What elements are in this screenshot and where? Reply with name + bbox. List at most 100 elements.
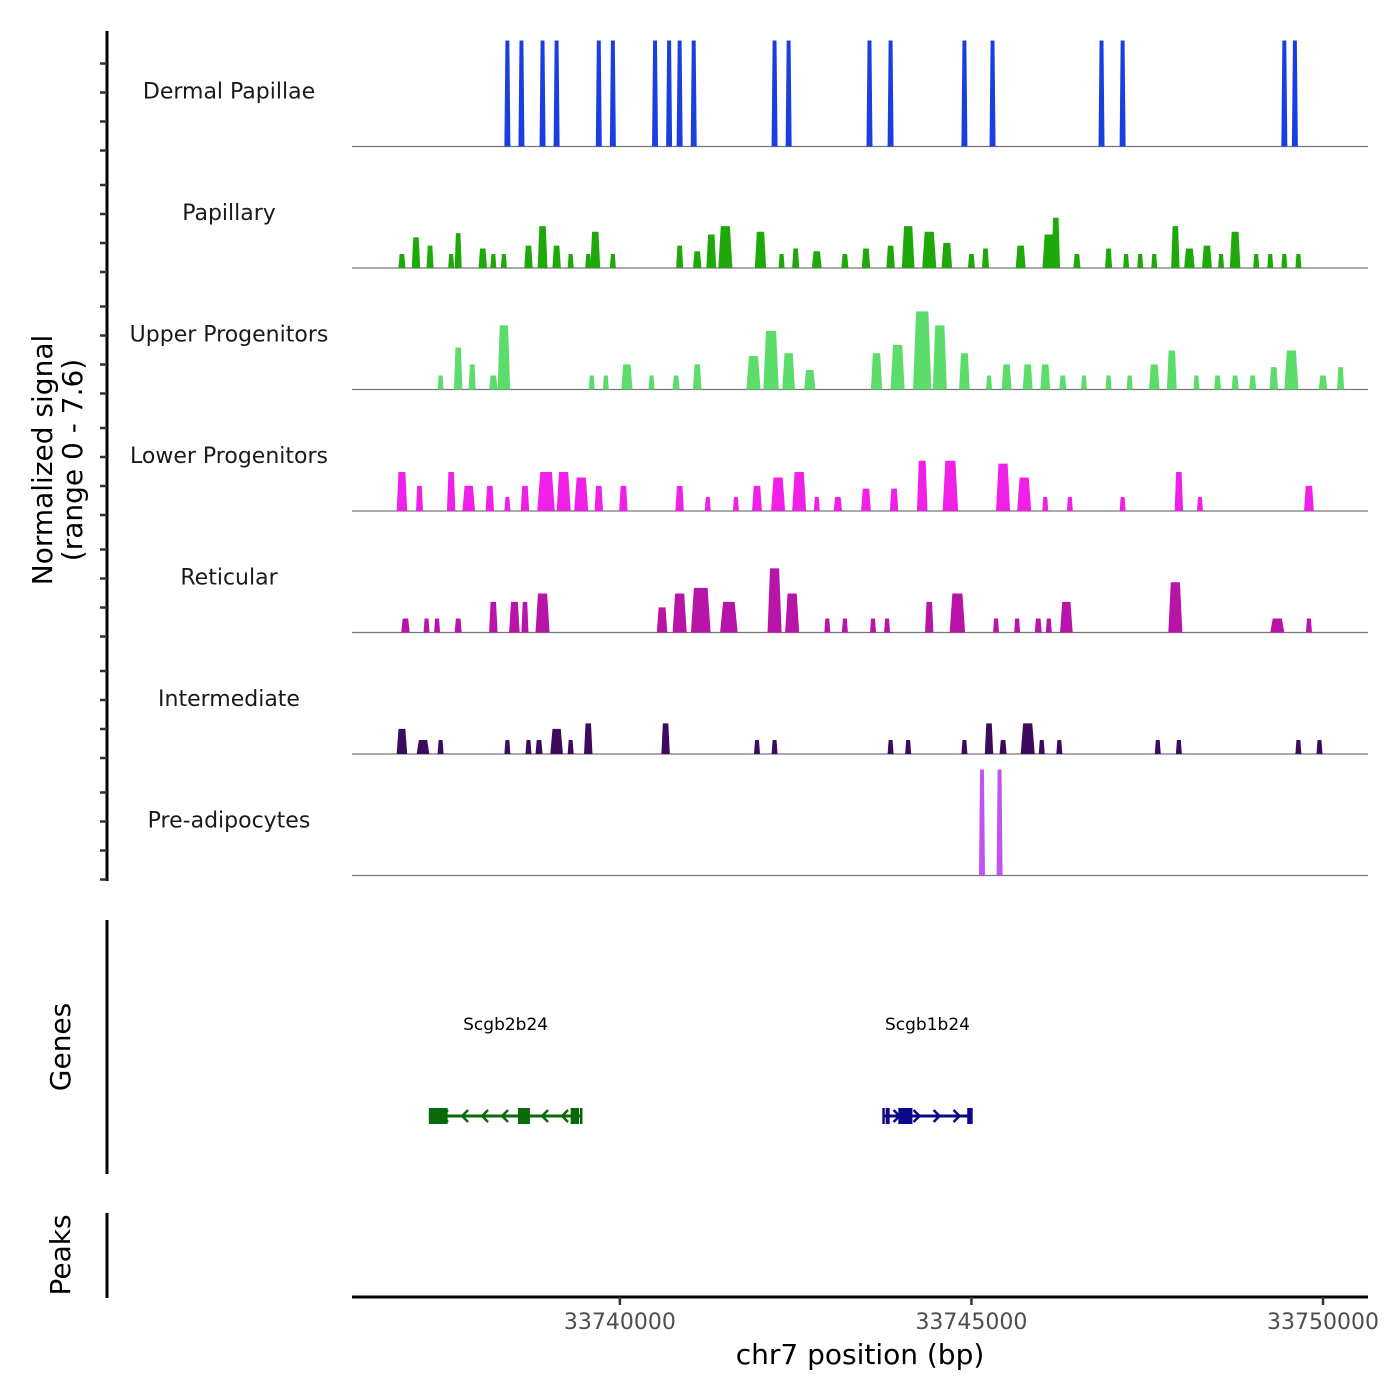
signal-peak <box>861 248 871 268</box>
signal-peak <box>552 245 561 268</box>
signal-peak <box>778 254 785 268</box>
signal-peak <box>1184 248 1195 268</box>
signal-peak <box>411 237 421 268</box>
signal-peak <box>732 497 739 511</box>
signal-peak <box>1316 740 1323 754</box>
gene-exon <box>885 1108 890 1124</box>
signal-peak <box>521 601 529 633</box>
signal-peak <box>676 245 684 268</box>
signal-peak <box>1295 740 1302 754</box>
signal-peak <box>588 375 595 390</box>
strand-arrow-icon <box>480 1109 489 1123</box>
x-tick-label: 33740000 <box>564 1310 676 1335</box>
signal-peak <box>993 618 1000 633</box>
signal-peak <box>1060 601 1073 633</box>
signal-peak <box>468 364 476 390</box>
signal-peak <box>1168 582 1183 633</box>
signal-peak <box>1281 254 1288 268</box>
signal-peak <box>537 471 555 511</box>
signal-peak <box>1148 364 1160 390</box>
signal-peak <box>986 375 993 390</box>
signal-peak <box>462 485 476 511</box>
signal-peak <box>621 364 633 390</box>
signal-peak <box>1166 350 1177 390</box>
x-tick-label: 33745000 <box>915 1310 1027 1335</box>
signal-peak <box>609 254 616 268</box>
track-label: Reticular <box>180 566 278 591</box>
signal-peak <box>704 497 711 511</box>
signal-peak <box>416 740 430 754</box>
signal-peak <box>1269 367 1279 390</box>
signal-peak <box>1304 485 1314 511</box>
signal-peak <box>590 231 601 268</box>
signal-peak <box>771 740 778 754</box>
signal-peak <box>690 40 697 147</box>
signal-peak <box>996 463 1011 511</box>
track-upper-progenitors: Upper Progenitors <box>130 311 1368 391</box>
signal-peak <box>675 485 684 511</box>
track-label: Papillary <box>182 201 276 226</box>
gene-exon <box>967 1108 972 1124</box>
signal-peak <box>448 254 455 268</box>
track-label: Pre-adipocytes <box>148 809 311 834</box>
signal-peak <box>1056 740 1063 754</box>
signal-peak <box>996 769 1003 876</box>
signal-peak <box>556 471 571 511</box>
gene-exon <box>430 1108 448 1124</box>
signal-peak <box>870 353 883 390</box>
signal-peak <box>1318 375 1328 390</box>
signal-peak <box>1073 254 1081 268</box>
signal-peak <box>567 254 574 268</box>
signal-peak <box>485 485 495 511</box>
signal-peak <box>1119 497 1126 511</box>
signal-peak <box>401 618 410 633</box>
signal-peak <box>785 40 792 147</box>
signal-peak <box>932 325 947 390</box>
signal-peak <box>490 254 497 268</box>
signal-peak <box>504 40 511 147</box>
signal-peak <box>453 347 463 390</box>
signal-peak <box>524 245 533 268</box>
signal-peak <box>509 601 520 633</box>
signal-peak <box>454 233 462 268</box>
signal-peak <box>693 251 702 268</box>
y-axis-title-line2: (range 0 - 7.6) <box>56 359 89 561</box>
signal-peak <box>693 364 702 390</box>
signal-peak <box>1218 254 1225 268</box>
signal-peak <box>535 593 550 633</box>
gene-label: Scgb1b24 <box>885 1015 970 1035</box>
signal-peak <box>656 607 668 633</box>
signal-peak <box>1214 375 1222 390</box>
signal-peak <box>1080 375 1087 390</box>
signal-peak <box>1001 364 1012 390</box>
signal-peak <box>752 485 762 511</box>
signal-peak <box>1042 497 1049 511</box>
signal-peak <box>967 254 975 268</box>
signal-peak <box>1284 350 1299 390</box>
signal-peak <box>804 369 816 390</box>
signal-peak <box>1175 740 1182 754</box>
signal-peak <box>961 40 968 147</box>
track-intermediate: Intermediate <box>158 687 1368 755</box>
signal-peak <box>959 353 970 390</box>
signal-peak <box>504 497 511 511</box>
signal-peak <box>989 40 996 147</box>
signal-peak <box>398 254 406 268</box>
signal-peak <box>500 254 507 268</box>
signal-peak <box>887 40 894 147</box>
signal-peak <box>861 488 871 511</box>
peaks-panel-title: Peaks <box>44 1214 77 1295</box>
signal-peak <box>890 344 905 390</box>
signal-peak <box>916 460 928 511</box>
signal-peak <box>690 587 711 633</box>
signal-peak <box>961 740 968 754</box>
signal-peak <box>949 593 966 633</box>
y-axis-title-line1: Normalized signal <box>26 335 59 586</box>
signal-peak <box>1105 375 1112 390</box>
signal-peak <box>1174 471 1184 511</box>
strand-arrow-icon <box>540 1109 549 1123</box>
signal-peak <box>1119 40 1126 147</box>
signal-peak <box>396 471 408 511</box>
x-axis-title: chr7 position (bp) <box>736 1338 985 1371</box>
signal-peak <box>1066 497 1073 511</box>
